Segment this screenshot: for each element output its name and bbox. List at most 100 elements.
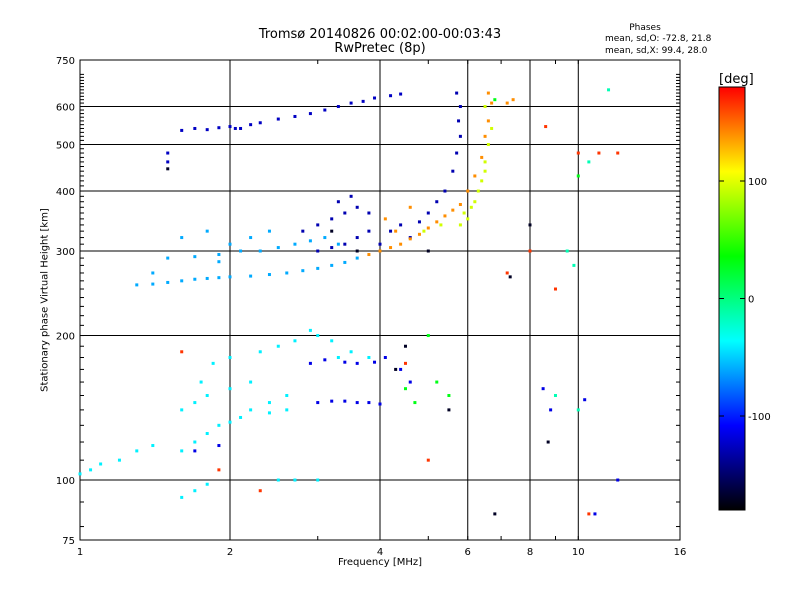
data-point — [323, 236, 327, 240]
data-point — [426, 334, 430, 338]
data-point — [228, 242, 232, 246]
data-point — [336, 200, 340, 204]
data-point — [217, 253, 221, 257]
data-point — [316, 223, 320, 227]
data-point — [473, 200, 477, 204]
data-point — [399, 223, 403, 227]
data-point — [308, 239, 312, 243]
data-point — [367, 253, 371, 257]
data-point — [469, 205, 473, 209]
data-point — [217, 126, 221, 130]
data-point — [166, 256, 170, 260]
data-point — [486, 143, 490, 147]
data-point — [180, 495, 184, 499]
data-point — [355, 361, 359, 365]
data-point — [293, 242, 297, 246]
x-tick-label: 8 — [527, 547, 533, 558]
data-point — [367, 401, 371, 405]
data-point — [435, 220, 439, 224]
data-point — [422, 229, 426, 233]
data-point — [458, 202, 462, 206]
data-point — [330, 229, 334, 233]
data-point — [336, 105, 340, 109]
data-point — [267, 273, 271, 277]
data-point — [476, 189, 480, 193]
data-point — [249, 274, 253, 278]
data-point — [399, 367, 403, 371]
data-point — [193, 126, 197, 130]
colorbar-tick-label: 0 — [748, 295, 754, 306]
data-point — [483, 160, 487, 164]
data-point — [447, 394, 451, 398]
data-point — [553, 394, 557, 398]
y-tick-label: 400 — [56, 187, 75, 198]
phases-stats-x: mean, sd,X: 99.4, 28.0 — [605, 46, 708, 56]
data-point — [239, 415, 243, 419]
y-tick-label: 200 — [56, 332, 75, 343]
data-point — [426, 226, 430, 230]
data-point — [180, 279, 184, 283]
data-point — [258, 489, 262, 493]
data-point — [483, 134, 487, 138]
data-point — [355, 249, 359, 253]
data-point — [316, 334, 320, 338]
data-point — [408, 237, 412, 241]
data-point — [439, 223, 443, 227]
data-point — [267, 229, 271, 233]
data-point — [217, 444, 221, 448]
data-point — [473, 174, 477, 178]
data-point — [293, 339, 297, 343]
data-point — [511, 98, 515, 102]
data-point — [486, 119, 490, 123]
data-point — [490, 101, 494, 105]
data-point — [394, 367, 398, 371]
data-point — [276, 478, 280, 482]
data-point — [403, 387, 407, 391]
data-point — [301, 269, 305, 273]
data-point — [193, 440, 197, 444]
data-point — [267, 411, 271, 415]
data-point — [389, 229, 393, 233]
colorbar-label: [deg] — [719, 72, 754, 87]
data-point — [349, 101, 353, 105]
data-point — [228, 355, 232, 359]
data-point — [378, 402, 382, 406]
data-point — [258, 249, 262, 253]
data-point — [217, 468, 221, 472]
data-point — [457, 119, 461, 123]
data-point — [528, 249, 532, 253]
data-point — [616, 478, 620, 482]
data-point — [417, 220, 421, 224]
data-point — [151, 271, 155, 275]
y-tick-label: 500 — [56, 141, 75, 152]
data-point — [193, 277, 197, 281]
data-point — [587, 160, 591, 164]
data-point — [486, 91, 490, 95]
data-point — [451, 208, 455, 212]
data-point — [343, 260, 347, 264]
data-point — [193, 489, 197, 493]
data-point — [480, 155, 484, 159]
data-point — [285, 408, 289, 412]
data-point — [553, 287, 557, 291]
data-point — [217, 276, 221, 280]
data-point — [587, 512, 591, 516]
colorbar-tick-label: 100 — [748, 177, 767, 188]
data-point — [330, 263, 334, 267]
data-point — [205, 432, 209, 436]
data-point — [462, 211, 466, 215]
data-point — [493, 98, 497, 102]
data-point — [544, 125, 548, 129]
x-axis-label: Frequency [MHz] — [337, 557, 423, 568]
data-point — [413, 401, 417, 405]
data-point — [336, 242, 340, 246]
data-point — [483, 169, 487, 173]
data-point — [276, 246, 280, 250]
data-point — [480, 179, 484, 183]
data-point — [180, 408, 184, 412]
data-point — [228, 420, 232, 424]
data-point — [572, 263, 576, 267]
data-point — [166, 167, 170, 171]
data-point — [285, 271, 289, 275]
